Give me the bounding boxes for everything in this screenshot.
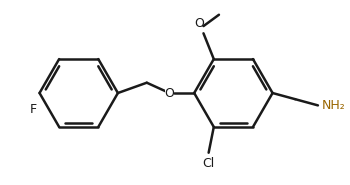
Text: O: O bbox=[194, 17, 204, 30]
Text: NH₂: NH₂ bbox=[322, 99, 346, 112]
Text: F: F bbox=[30, 103, 37, 116]
Text: O: O bbox=[164, 87, 174, 100]
Text: Cl: Cl bbox=[203, 157, 215, 170]
